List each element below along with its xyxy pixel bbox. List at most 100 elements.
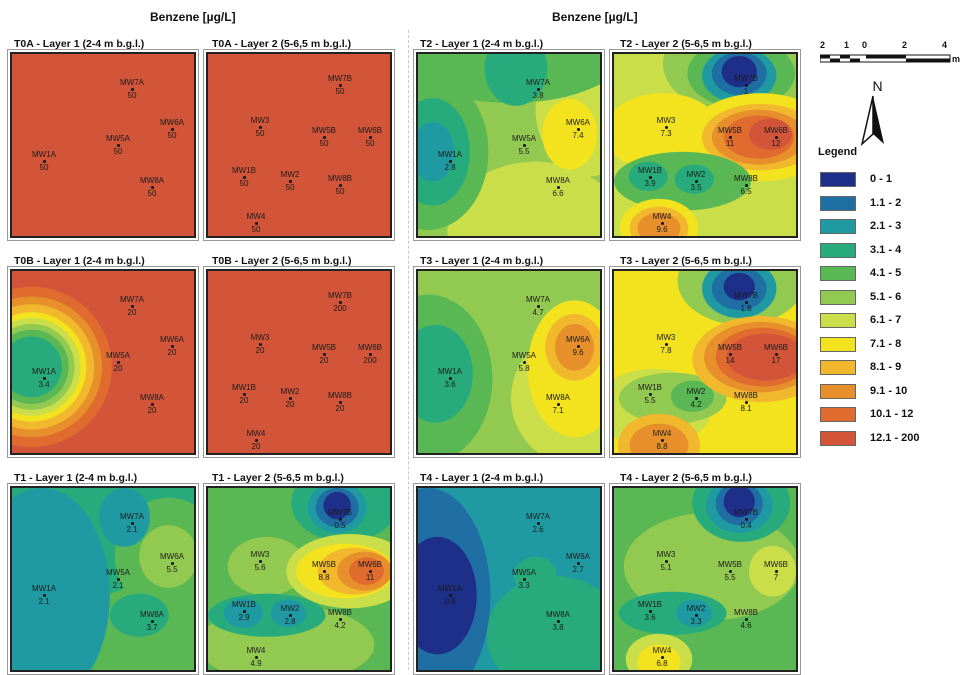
concentration-surface [418,271,600,453]
scale-label: 4 [942,40,948,50]
legend-label: 9.1 - 10 [870,384,908,397]
concentration-surface [614,54,796,236]
concentration-surface [208,271,390,453]
panel-title: T0A - Layer 1 (2-4 m b.g.l.) [14,38,145,50]
well-marker: MW8B 4.6 [734,608,758,630]
well-marker: MW7B 1.8 [734,291,758,313]
well-marker: MW5A 5.5 [512,134,536,156]
well-marker: MW6A 20 [160,335,184,357]
well-marker: MW5A 2.1 [106,568,130,590]
concentration-surface [208,54,390,236]
well-marker: MW2 50 [280,170,300,192]
well-marker: MW2 4.2 [686,387,706,409]
legend-swatch [820,336,856,352]
well-marker: MW7A 20 [120,295,144,317]
legend-label: 6.1 - 7 [870,314,902,326]
well-marker: MW1B 50 [232,166,256,188]
legend-label: 5.1 - 6 [870,290,902,303]
well-marker: MW6B 200 [358,343,382,365]
map-panel-t4-layer1: MW7A 2.6 MW6A 2.7 MW5A 3.3 MW1A 0.5 MW8A 3.8 [413,483,605,675]
well-marker: MW8B 20 [328,391,352,413]
well-marker: MW6B 11 [358,560,382,582]
well-marker: MW5A 20 [106,351,130,373]
well-marker: MW3 5.1 [656,550,676,572]
scale-bar-graphic [820,54,951,63]
well-marker: MW1A 2.1 [32,584,56,606]
concentration-surface [418,488,600,670]
well-marker: MW7A 3.8 [526,78,550,100]
legend-label: 3.1 - 4 [870,243,902,256]
well-marker: MW8B 4.2 [328,608,352,630]
map-panel-t0b-layer2: MW7B 200 MW3 20 MW5B 20 MW6B 200 MW1B 20 MW2 2… [203,266,395,458]
well-marker: MW3 7.3 [656,116,676,138]
map-panel-t2-layer2: MW7B 1 MW3 7.3 MW5B 11 MW6B 12 MW1B 3.9 MW2 3.… [609,49,801,241]
legend-swatch [820,219,856,234]
well-marker: MW7B 0.4 [734,508,758,530]
well-marker: MW2 3.3 [686,604,706,626]
panel-title: T0A - Layer 2 (5-6,5 m b.g.l.) [212,38,352,50]
well-marker: MW2 2.8 [280,604,300,626]
legend-label: 1.1 - 2 [870,196,902,209]
well-marker: MW8A 3.7 [140,610,164,632]
well-marker: MW7A 2.1 [120,512,144,534]
map-panel-t0a-layer2: MW7B 50 MW3 50 MW5B 50 MW6B 50 MW1B 50 MW2 50 … [203,49,395,241]
legend-swatch [820,172,856,187]
well-marker: MW4 4.9 [246,646,266,668]
well-marker: MW6B 50 [358,126,382,148]
concentration-surface [12,54,194,236]
well-marker: MW7B 200 [328,291,352,313]
north-label: N [872,78,883,94]
well-marker: MW6A 7.4 [566,118,590,140]
north-arrow: N [858,78,888,151]
well-marker: MW1B 5.5 [638,383,662,405]
well-marker: MW1A 3.4 [32,367,56,389]
concentration-surface [614,488,796,670]
map-panel-t3-layer1: MW7A 4.7 MW6A 9.6 MW5A 5.8 MW1A 3.6 MW8A 7.1 [413,266,605,458]
group-divider [408,30,409,670]
well-marker: MW8A 7.1 [546,393,570,415]
well-marker: MW3 50 [250,116,270,138]
map-panel-t1-layer1: MW7A 2.1 MW6A 5.5 MW5A 2.1 MW1A 2.1 MW8A 3.7 [7,483,199,675]
well-marker: MW2 3.5 [686,170,706,192]
panel-title: T3 - Layer 2 (5-6,5 m b.g.l.) [620,255,752,267]
well-marker: MW8A 6.6 [546,176,570,198]
well-marker: MW1A 3.6 [438,367,462,389]
legend-swatch [820,360,856,375]
well-marker: MW5A 50 [106,134,130,156]
well-marker: MW4 50 [246,212,266,234]
well-marker: MW3 5.6 [250,550,270,572]
concentration-surface [12,488,194,670]
well-marker: MW8B 8.1 [734,391,758,413]
scale-label: 2 [820,40,826,50]
legend-swatch [820,407,856,422]
scale-label: 1 [844,40,850,50]
well-marker: MW7A 50 [120,78,144,100]
panel-title: T4 - Layer 1 (2-4 m b.g.l.) [420,472,544,484]
panel-title: T1 - Layer 2 (5-6,5 m b.g.l.) [212,472,344,484]
heading-right: Benzene [µg/L] [552,10,638,24]
well-marker: MW1B 20 [232,383,256,405]
legend-swatch [820,383,856,399]
legend-label: 0 - 1 [870,173,893,185]
panel-title: T1 - Layer 1 (2-4 m b.g.l.) [14,472,138,484]
panel-title: T4 - Layer 2 (5-6,5 m b.g.l.) [620,472,752,484]
legend-title: Legend [818,146,858,158]
well-marker: MW8B 50 [328,174,352,196]
well-marker: MW2 20 [280,387,300,409]
legend-swatch [820,266,856,281]
well-marker: MW5B 11 [718,126,742,148]
panel-title: T3 - Layer 1 (2-4 m b.g.l.) [420,255,544,267]
legend-swatch [820,195,856,211]
map-panel-t1-layer2: MW7B 0.5 MW3 5.6 MW5B 8.8 MW6B 11 MW1B 2.9 MW… [203,483,395,675]
map-panel-t0b-layer1: MW7A 20 MW6A 20 MW5A 20 MW1A 3.4 MW8A 20 [7,266,199,458]
legend-swatch [820,430,856,446]
well-marker: MW8B 6.5 [734,174,758,196]
legend-swatch [820,289,856,305]
north-arrow-icon [860,95,884,147]
well-marker: MW7B 50 [328,74,352,96]
well-marker: MW4 9.6 [652,212,672,234]
well-marker: MW1B 3.9 [638,166,662,188]
well-marker: MW1B 3.6 [638,600,662,622]
scale-label: 2 [902,40,908,50]
well-marker: MW3 20 [250,333,270,355]
